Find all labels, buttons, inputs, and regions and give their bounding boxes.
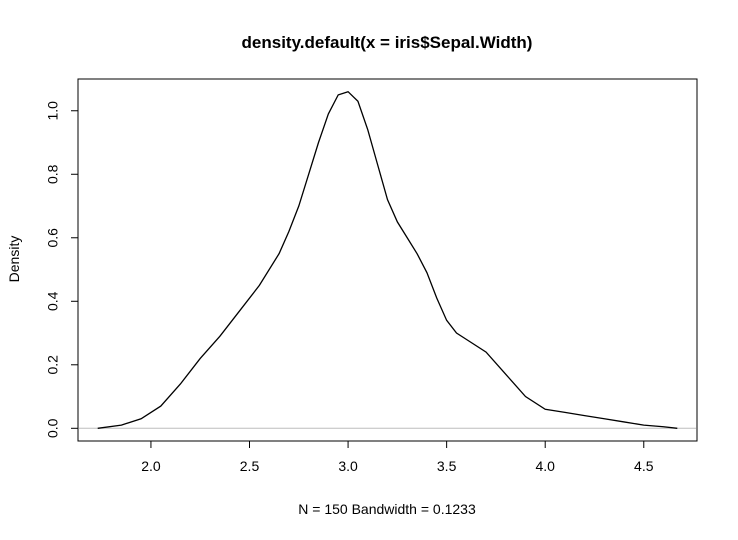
x-tick-label: 4.5 (634, 458, 654, 474)
y-tick-label: 0.2 (45, 355, 61, 375)
x-tick-label: 4.0 (535, 458, 555, 474)
plot-box (77, 78, 698, 442)
y-axis: 0.0 0.2 0.4 0.6 0.8 1.0 (45, 101, 79, 438)
density-curve (97, 90, 678, 429)
x-axis: 2.0 2.5 3.0 3.5 4.0 4.5 (141, 440, 654, 474)
x-tick-label: 2.0 (141, 458, 161, 474)
x-axis-label: N = 150 Bandwidth = 0.1233 (298, 501, 476, 517)
y-axis-label: Density (6, 236, 22, 283)
x-tick-label: 3.0 (338, 458, 358, 474)
y-tick-label: 1.0 (45, 101, 61, 121)
chart-title: density.default(x = iris$Sepal.Width) (242, 33, 533, 52)
y-tick-label: 0.8 (45, 164, 61, 184)
x-tick-label: 2.5 (240, 458, 260, 474)
x-tick-label: 3.5 (437, 458, 457, 474)
y-tick-label: 0.4 (45, 291, 61, 311)
y-tick-label: 0.0 (45, 418, 61, 438)
y-tick-label: 0.6 (45, 228, 61, 248)
